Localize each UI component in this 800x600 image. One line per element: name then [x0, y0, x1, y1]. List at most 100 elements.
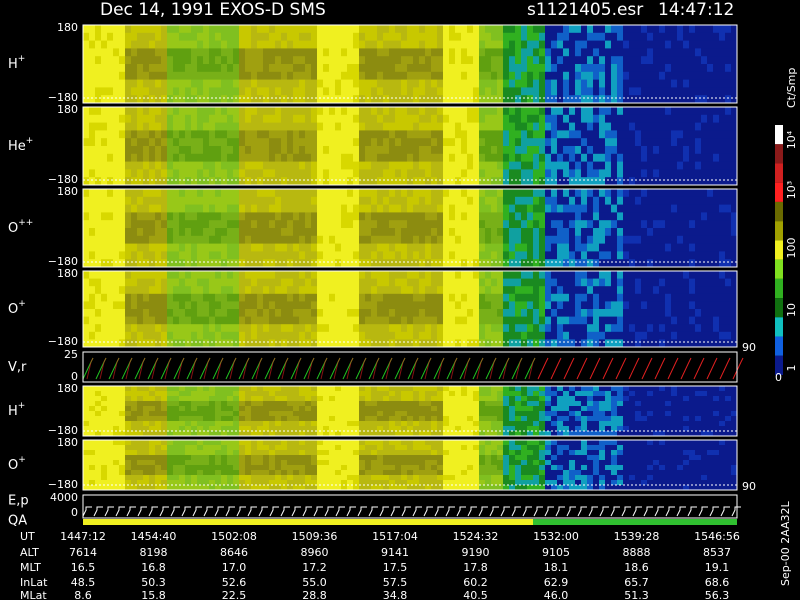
spectrogram-cell — [263, 196, 269, 206]
spectrogram-cell — [653, 243, 659, 252]
spectrogram-cell — [353, 122, 359, 131]
spectrogram-cell — [551, 122, 557, 131]
spectrogram-cell — [197, 87, 203, 96]
spectrogram-cell — [707, 243, 713, 252]
spectrogram-cell — [659, 271, 665, 280]
spectrogram-cell — [407, 40, 413, 49]
spectrogram-cell — [599, 212, 605, 221]
spectrogram-cell — [635, 153, 641, 163]
spectrogram-cell — [569, 138, 575, 147]
spectrogram-cell — [665, 79, 671, 88]
spectrogram-cell — [119, 114, 125, 124]
spectrogram-cell — [407, 426, 413, 432]
spectrogram-cell — [329, 316, 335, 325]
spectrogram-cell — [527, 48, 533, 57]
spectrogram-cell — [569, 56, 575, 65]
spectrogram-cell — [173, 331, 179, 340]
spectrogram-cell — [575, 87, 581, 96]
spectrogram-cell — [173, 271, 179, 280]
spectrogram-cell — [83, 161, 89, 170]
spectrogram-cell — [251, 25, 257, 34]
spectrogram-cell — [413, 204, 419, 213]
spectrogram-cell — [425, 189, 431, 198]
spectrogram-cell — [713, 220, 719, 229]
spectrogram-cell — [503, 309, 509, 318]
spectrogram-cell — [623, 48, 629, 57]
spectrogram-cell — [221, 406, 227, 412]
spectrogram-cell — [377, 316, 383, 325]
spectrogram-cell — [125, 138, 131, 147]
spectrogram-cell — [119, 259, 125, 268]
spectrogram-cell — [599, 309, 605, 318]
spectrogram-cell — [623, 56, 629, 65]
spectrogram-cell — [473, 220, 479, 229]
spectrogram-cell — [131, 32, 137, 42]
spectrogram-cell — [407, 421, 413, 427]
spectrogram-cell — [221, 95, 227, 104]
spectrogram-cell — [215, 122, 221, 131]
spectrogram-cell — [461, 64, 467, 73]
spectrogram-cell — [497, 324, 503, 333]
spectrogram-cell — [257, 153, 263, 163]
spectrogram-cell — [527, 324, 533, 333]
spectrogram-cell — [455, 339, 461, 348]
spectrogram-cell — [509, 301, 515, 310]
spectrogram-cell — [347, 309, 353, 318]
spectrogram-cell — [335, 316, 341, 325]
spectrogram-cell — [149, 48, 155, 57]
spectrogram-cell — [377, 278, 383, 287]
spectrogram-cell — [317, 122, 323, 131]
spectrogram-cell — [629, 146, 635, 155]
spectrogram-cell — [629, 130, 635, 139]
spectrogram-cell — [557, 32, 563, 42]
spectrogram-cell — [731, 114, 737, 124]
spectrogram-cell — [521, 169, 527, 178]
spectrogram-cell — [497, 87, 503, 96]
spectrogram-cell — [383, 95, 389, 104]
spectrogram-cell — [383, 64, 389, 73]
spectrogram-cell — [707, 259, 713, 268]
spectrogram-cell — [335, 153, 341, 163]
spectrogram-cell — [599, 95, 605, 104]
spectrogram-cell — [221, 40, 227, 49]
spectrogram-cell — [551, 79, 557, 88]
spectrogram-cell — [107, 25, 113, 34]
spectrogram-cell — [671, 301, 677, 310]
spectrogram-cell — [443, 324, 449, 333]
spectrogram-cell — [605, 316, 611, 325]
spectrogram-cell — [287, 309, 293, 318]
spectrogram-cell — [509, 212, 515, 221]
spectrogram-cell — [473, 161, 479, 170]
spectrogram-cell — [533, 189, 539, 198]
spectrogram-cell — [413, 130, 419, 139]
spectrogram-cell — [587, 331, 593, 340]
spectrogram-cell — [227, 212, 233, 221]
spectrogram-cell — [143, 293, 149, 302]
spectrogram-cell — [209, 138, 215, 147]
spectrogram-cell — [197, 431, 203, 437]
spectrogram-cell — [635, 48, 641, 57]
spectrogram-cell — [449, 391, 455, 397]
spectrogram-cell — [389, 56, 395, 65]
spectrogram-cell — [539, 56, 545, 65]
spectrogram-cell — [353, 421, 359, 427]
spectrogram-cell — [143, 32, 149, 42]
spectrogram-cell — [551, 324, 557, 333]
spectrogram-cell — [575, 48, 581, 57]
spectrogram-cell — [197, 153, 203, 163]
spectrogram-cell — [353, 25, 359, 34]
spectrogram-cell — [449, 177, 455, 186]
spectrogram-cell — [719, 146, 725, 155]
spectrogram-cell — [401, 293, 407, 302]
spectrogram-cell — [287, 339, 293, 348]
spectrogram-cell — [359, 421, 365, 427]
spectrogram-cell — [269, 32, 275, 42]
spectrogram-cell — [365, 48, 371, 57]
spectrogram-cell — [173, 286, 179, 295]
spectrogram-cell — [401, 25, 407, 34]
spectrogram-cell — [113, 309, 119, 318]
spectrogram-cell — [275, 316, 281, 325]
spectrogram-cell — [263, 386, 269, 392]
spectrogram-cell — [293, 212, 299, 221]
spectrogram-cell — [719, 286, 725, 295]
